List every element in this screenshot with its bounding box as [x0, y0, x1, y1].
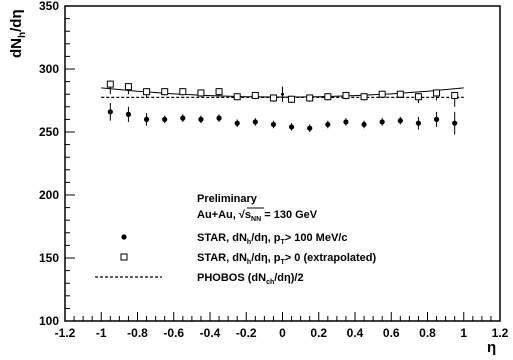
x-tick-label: 0.2 [310, 326, 327, 340]
data-point-open [414, 93, 422, 101]
data-point-filled [397, 118, 403, 124]
data-point-open [378, 90, 386, 98]
legend-marker-filled [121, 234, 127, 240]
x-tick-label: -1.2 [55, 326, 76, 340]
data-point-filled [270, 121, 277, 128]
data-point-filled [343, 119, 349, 125]
y-tick-label: 100 [39, 314, 59, 328]
x-tick-label: -0.4 [200, 326, 221, 340]
x-tick-label: 1.2 [492, 326, 509, 340]
x-tick-label: 1 [460, 326, 467, 340]
data-point-open [161, 88, 169, 96]
y-tick-label: 250 [39, 125, 59, 139]
data-point-filled [379, 119, 385, 125]
data-point-open [396, 90, 404, 98]
legend: STAR, dNh/dη, pT> 100 MeV/c STAR, dNh/dη,… [95, 232, 377, 286]
data-point-filled [307, 125, 313, 131]
y-tick-label: 350 [39, 0, 59, 13]
y-tick-label: 200 [39, 188, 59, 202]
data-point-filled [415, 120, 422, 126]
x-tick-label: 0 [279, 326, 286, 340]
y-axis-title: dNh/dη [8, 9, 28, 58]
data-point-filled [361, 121, 367, 128]
data-point-filled [125, 111, 132, 117]
data-point-open [360, 93, 368, 101]
data-point-open [179, 88, 187, 96]
y-tick-label: 150 [39, 251, 59, 265]
y-tick-label: 300 [39, 62, 59, 76]
data-point-open [233, 93, 241, 101]
legend-label: STAR, dNh/dη, pT> 0 (extrapolated) [197, 252, 377, 266]
data-point-open [451, 91, 459, 99]
data-point-small [281, 92, 284, 96]
extra-points [281, 86, 284, 102]
x-tick-label: -1 [96, 326, 107, 340]
x-tick-label: 0.8 [419, 326, 436, 340]
data-point-filled [325, 121, 331, 128]
data-point-open [324, 93, 332, 101]
data-point-filled [433, 116, 440, 122]
data-point-open [124, 83, 132, 91]
x-axis-title: η [487, 339, 496, 356]
x-tick-label: -0.2 [236, 326, 257, 340]
data-point-open [342, 91, 350, 99]
data-point-open [106, 80, 114, 88]
data-point-open [269, 94, 277, 102]
x-tick-label: -0.6 [163, 326, 184, 340]
data-point-open [433, 89, 441, 97]
data-point-filled [162, 116, 168, 122]
x-tick-label: -0.8 [127, 326, 148, 340]
x-tick-label: 0.6 [383, 326, 400, 340]
data-point-open [197, 89, 205, 97]
data-point-filled [288, 124, 295, 130]
series-star-pt100 [107, 103, 458, 135]
data-point-filled [452, 120, 458, 126]
data-point-open [143, 88, 151, 96]
data-point-filled [216, 115, 222, 121]
data-point-filled [252, 119, 258, 125]
x-tick-label: 0.4 [347, 326, 364, 340]
data-point-open [251, 91, 259, 99]
axis-ticks [64, 5, 501, 322]
data-point-filled [143, 116, 150, 122]
data-point-filled [198, 116, 204, 122]
data-point-filled [234, 120, 240, 126]
annotation-preliminary: Preliminary [197, 193, 258, 205]
legend-marker-open [120, 253, 128, 261]
data-point-open [288, 95, 296, 103]
series-star-pt0 [106, 80, 459, 107]
legend-label: STAR, dNh/dη, pT> 100 MeV/c [197, 232, 347, 246]
annotation-collision: Au+Au, √sNN = 130 GeV [197, 209, 318, 223]
data-point-filled [180, 115, 186, 121]
x-tick-labels: -1.2 -1 -0.8 -0.6 -0.4 -0.2 0 0.2 0.4 0.6 0.8 1 1.2 [55, 326, 509, 340]
data-point-filled [107, 109, 113, 115]
data-point-open [215, 88, 223, 96]
data-point-open [306, 94, 314, 102]
y-tick-labels: 100 150 200 250 300 350 [39, 0, 59, 328]
legend-label: PHOBOS (dNch/dη)/2 [197, 272, 304, 286]
